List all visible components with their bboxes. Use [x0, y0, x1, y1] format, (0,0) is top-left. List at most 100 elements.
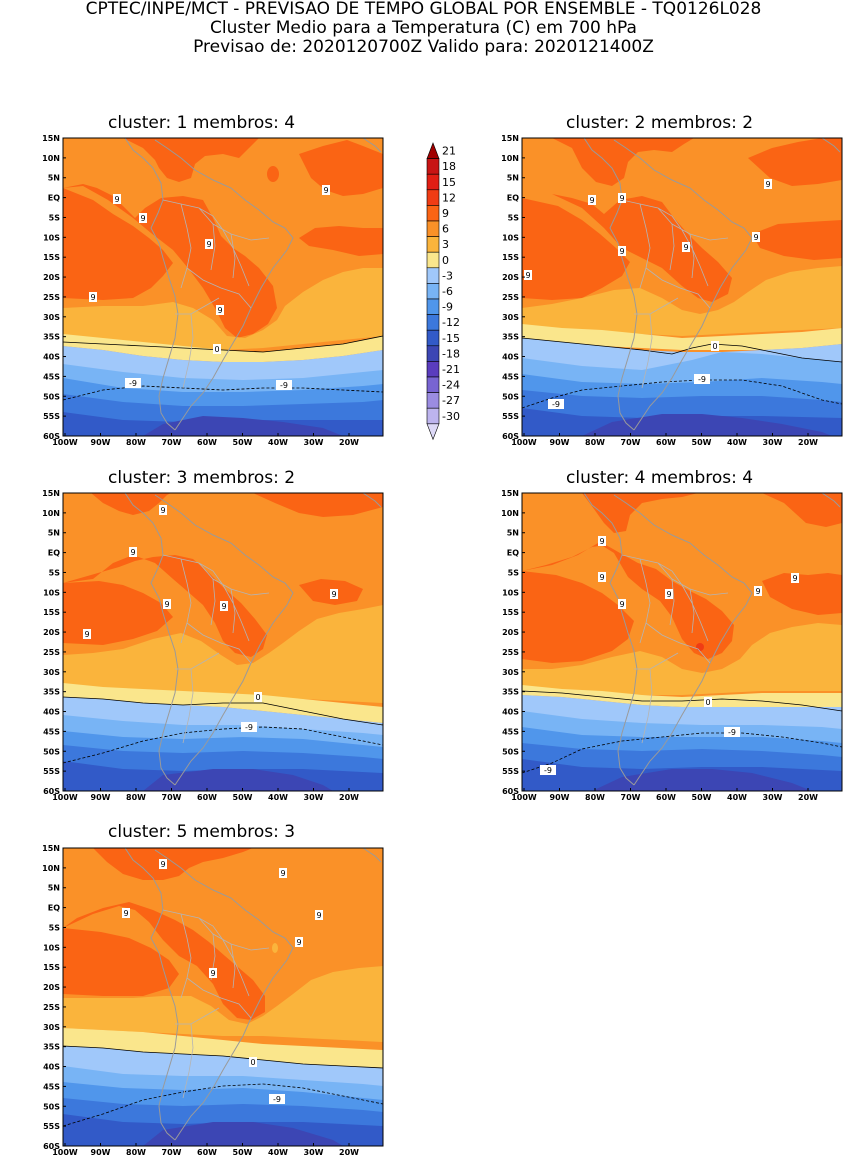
contour-label: 9	[160, 506, 165, 515]
colorbar-label: 0	[442, 254, 449, 267]
colorbar-swatch	[426, 329, 440, 347]
lat-tick-label: 5S	[508, 568, 520, 577]
lat-tick-label: 35S	[43, 688, 60, 697]
lat-tick-label: 60S	[43, 1142, 60, 1151]
colorbar-label: 12	[442, 191, 456, 204]
lon-tick-label: 80W	[126, 1148, 146, 1157]
lat-tick-label: 15N	[501, 489, 519, 498]
contour-label: -9	[698, 375, 706, 384]
lat-tick-label: 30S	[43, 313, 60, 322]
lat-tick-label: 45S	[502, 727, 519, 736]
lon-tick-label: 50W	[233, 793, 253, 802]
lat-tick-label: 25S	[43, 648, 60, 657]
contour-label: 9	[206, 240, 211, 249]
contour-label: 9	[599, 537, 604, 546]
lon-tick-label: 20W	[339, 438, 359, 447]
lat-tick-label: 50S	[43, 392, 60, 401]
lat-tick-label: 10S	[43, 233, 60, 242]
map-panel-1: 9 9 9 9 9 9 0 -9 -9	[62, 137, 384, 437]
colorbar-label: -15	[442, 332, 460, 345]
colorbar: 21 18 15 12 9 6 3 0 -3 -6 -9 -12 -15 -18 -21 -24 -27 -30	[426, 142, 460, 441]
colorbar-swatch	[426, 407, 440, 425]
contour-label: 0	[705, 698, 710, 707]
lat-tick-label: 10S	[43, 588, 60, 597]
contour-label: -9	[552, 400, 560, 409]
colorbar-label: 3	[442, 238, 449, 251]
lon-tick-label: 80W	[126, 793, 146, 802]
contour-labels-1: 9 9 9 9 9 9 0 -9 -9	[89, 185, 330, 390]
lat-tick-label: 15S	[43, 253, 60, 262]
lon-tick-label: 30W	[763, 793, 783, 802]
colorbar-swatch	[426, 251, 440, 269]
lat-tick-label: 50S	[43, 747, 60, 756]
panel-title-cluster-5: cluster: 5 membros: 3	[108, 822, 296, 842]
lat-tick-label: 5S	[49, 923, 61, 932]
contour-label: 0	[214, 345, 219, 354]
contour-label: -9	[273, 1095, 281, 1104]
panel-title-cluster-3: cluster: 3 membros: 2	[108, 468, 296, 488]
colorbar-label: -30	[442, 410, 460, 423]
lat-tick-label: 40S	[43, 353, 60, 362]
contour-label: 9	[619, 194, 624, 203]
lat-tick-label: 5N	[507, 174, 519, 183]
lon-tick-label: 80W	[126, 438, 146, 447]
lon-tick-label: 100W	[52, 1148, 78, 1157]
lat-tick-label: 5N	[507, 529, 519, 538]
colorbar-swatch	[426, 173, 440, 191]
title-line-1: CPTEC/INPE/MCT - PREVISAO DE TEMPO GLOBA…	[85, 0, 762, 19]
lat-tick-label: 60S	[502, 787, 519, 796]
contour-label: 9	[619, 600, 624, 609]
lat-tick-label: 60S	[43, 432, 60, 441]
contour-label: 9	[316, 911, 321, 920]
contour-label: 9	[619, 247, 624, 256]
colorbar-label: 18	[442, 160, 456, 173]
title-line-3: Previsao de: 2020120700Z Valido para: 20…	[193, 37, 654, 57]
lat-tick-label: 20S	[502, 628, 519, 637]
panel-title-cluster-4: cluster: 4 membros: 4	[566, 468, 754, 488]
contour-label: 9	[296, 938, 301, 947]
lon-tick-label: 70W	[162, 793, 182, 802]
colorbar-swatch	[426, 423, 440, 441]
colorbar-label: -27	[442, 394, 460, 407]
lat-tick-label: 10S	[502, 233, 519, 242]
contour-label: 9	[525, 271, 530, 280]
lat-tick-label: 40S	[43, 708, 60, 717]
contour-label: -9	[129, 379, 137, 388]
lon-tick-label: 70W	[621, 793, 641, 802]
lon-tick-label: 40W	[727, 793, 747, 802]
lon-tick-label: 70W	[162, 1148, 182, 1157]
lon-tick-label: 90W	[550, 438, 570, 447]
colorbar-label: -9	[442, 301, 453, 314]
lon-tick-label: 100W	[52, 438, 78, 447]
lat-tick-label: 30S	[502, 313, 519, 322]
colorbar-swatch	[426, 361, 440, 378]
lat-tick-label: 35S	[502, 688, 519, 697]
contour-label: 9	[90, 293, 95, 302]
panel-title-cluster-2: cluster: 2 membros: 2	[566, 113, 754, 133]
lat-tick-label: 5N	[48, 174, 60, 183]
lat-tick-label: 25S	[502, 648, 519, 657]
contour-label: 9	[114, 195, 119, 204]
colorbar-label: -21	[442, 363, 460, 376]
contour-label: 9	[164, 600, 169, 609]
lat-tick-label: 15N	[42, 134, 60, 143]
contour-label: 9	[331, 590, 336, 599]
contour-label: 9	[683, 243, 688, 252]
lat-tick-label: 10N	[42, 154, 60, 163]
lat-tick-label: 15S	[502, 253, 519, 262]
lat-tick-label: 60S	[502, 432, 519, 441]
lat-tick-label: 15N	[42, 489, 60, 498]
lat-tick-label: 10N	[42, 864, 60, 873]
colorbar-label: 9	[442, 207, 449, 220]
lat-tick-label: 50S	[502, 747, 519, 756]
colorbar-swatch	[426, 314, 440, 331]
page-title: CPTEC/INPE/MCT - PREVISAO DE TEMPO GLOBA…	[0, 0, 847, 57]
lat-tick-label: 15N	[42, 844, 60, 853]
contour-labels-5: 9 9 9 9 9 9 0 -9	[122, 859, 323, 1104]
lat-tick-label: 40S	[43, 1063, 60, 1072]
lat-tick-label: 45S	[502, 372, 519, 381]
contour-label: 9	[217, 306, 222, 315]
colorbar-swatch	[426, 220, 440, 237]
panel-title-cluster-1: cluster: 1 membros: 4	[108, 113, 296, 133]
contour-label: 9	[589, 196, 594, 205]
